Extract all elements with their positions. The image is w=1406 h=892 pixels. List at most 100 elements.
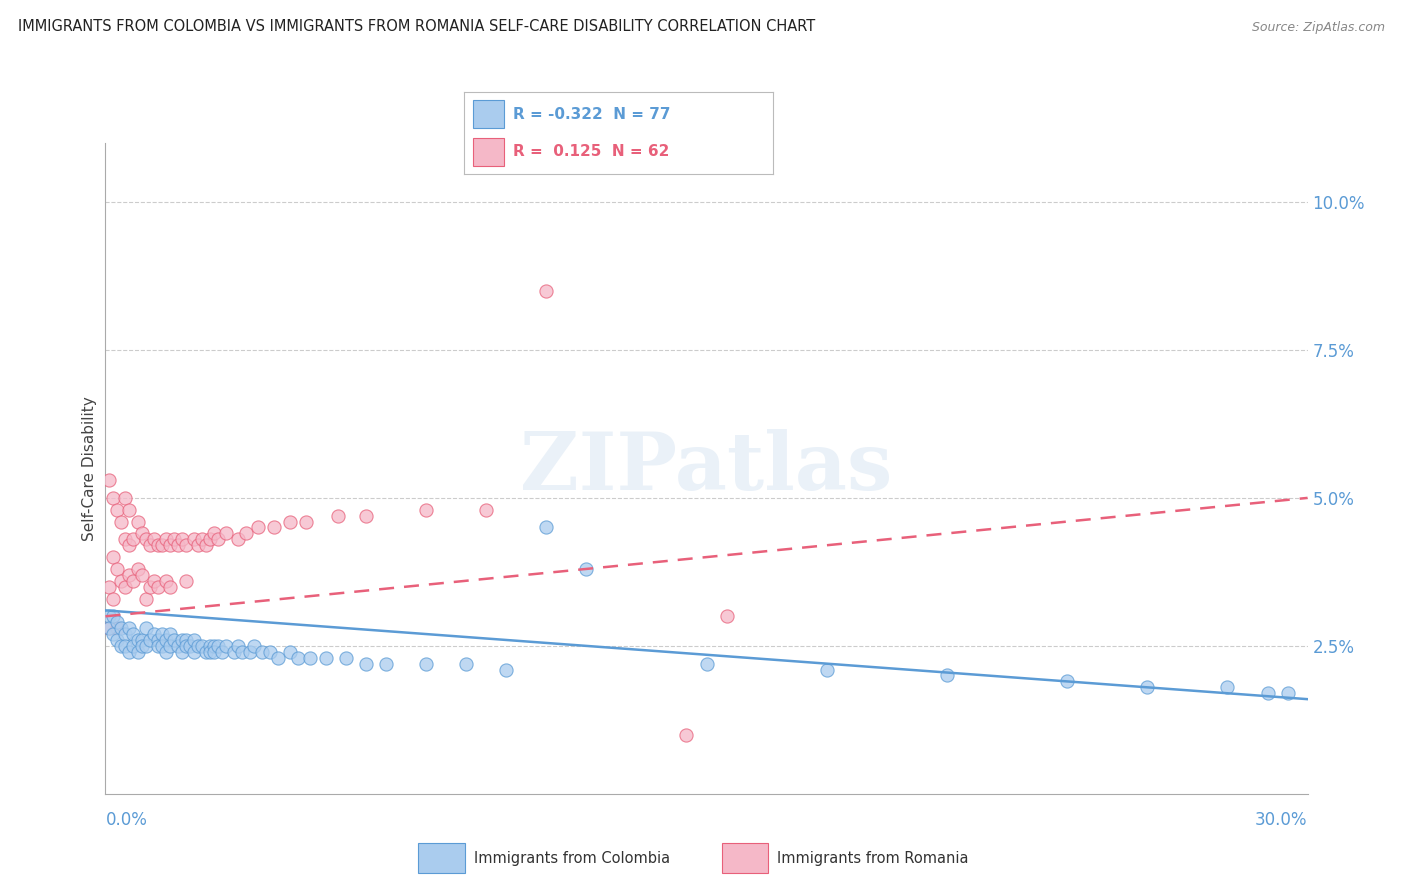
Point — [222, 645, 245, 659]
Point — [110, 515, 132, 529]
Text: 30.0%: 30.0% — [1256, 811, 1308, 829]
Point — [131, 632, 153, 647]
Point — [187, 639, 209, 653]
FancyBboxPatch shape — [419, 843, 465, 873]
Point — [202, 645, 225, 659]
Point — [142, 627, 165, 641]
Text: R =  0.125  N = 62: R = 0.125 N = 62 — [513, 145, 669, 160]
Point — [183, 533, 205, 547]
Point — [122, 574, 145, 588]
Point — [174, 574, 197, 588]
Point — [122, 639, 145, 653]
Text: IMMIGRANTS FROM COLOMBIA VS IMMIGRANTS FROM ROMANIA SELF-CARE DISABILITY CORRELA: IMMIGRANTS FROM COLOMBIA VS IMMIGRANTS F… — [18, 20, 815, 34]
Point — [114, 639, 136, 653]
Point — [170, 645, 193, 659]
Point — [107, 615, 129, 630]
Point — [534, 520, 557, 534]
Point — [202, 526, 225, 541]
Point — [138, 632, 160, 647]
Point — [259, 645, 281, 659]
Point — [716, 609, 738, 624]
Point — [138, 580, 160, 594]
Point — [118, 645, 141, 659]
Point — [936, 668, 959, 682]
Point — [1257, 686, 1279, 700]
Point — [107, 562, 129, 576]
Point — [114, 627, 136, 641]
Text: Immigrants from Colombia: Immigrants from Colombia — [474, 851, 671, 865]
Point — [298, 650, 321, 665]
Point — [190, 639, 212, 653]
Text: Immigrants from Romania: Immigrants from Romania — [778, 851, 969, 865]
FancyBboxPatch shape — [721, 843, 768, 873]
Point — [155, 632, 177, 647]
Point — [415, 502, 437, 516]
Point — [326, 508, 349, 523]
Point — [146, 632, 169, 647]
Point — [207, 639, 229, 653]
Point — [207, 533, 229, 547]
Point — [267, 650, 290, 665]
Point — [131, 639, 153, 653]
Point — [155, 645, 177, 659]
Point — [179, 639, 201, 653]
Point — [150, 627, 173, 641]
Point — [202, 639, 225, 653]
Point — [1277, 686, 1299, 700]
Point — [135, 533, 157, 547]
Point — [110, 639, 132, 653]
Point — [142, 574, 165, 588]
Point — [815, 663, 838, 677]
Point — [335, 650, 357, 665]
Point — [135, 591, 157, 606]
Point — [122, 533, 145, 547]
Point — [98, 621, 121, 635]
Point — [278, 515, 301, 529]
Point — [263, 520, 285, 534]
Y-axis label: Self-Care Disability: Self-Care Disability — [82, 396, 97, 541]
Point — [211, 645, 233, 659]
Point — [198, 533, 221, 547]
Text: Source: ZipAtlas.com: Source: ZipAtlas.com — [1251, 21, 1385, 34]
Point — [103, 627, 125, 641]
Point — [127, 632, 149, 647]
Point — [98, 473, 121, 487]
Text: R = -0.322  N = 77: R = -0.322 N = 77 — [513, 106, 671, 121]
Point — [131, 567, 153, 582]
Point — [103, 591, 125, 606]
Point — [170, 632, 193, 647]
Point — [166, 639, 188, 653]
Point — [162, 632, 184, 647]
Point — [1056, 674, 1078, 689]
Point — [239, 645, 262, 659]
Point — [103, 609, 125, 624]
Point — [127, 645, 149, 659]
Point — [246, 520, 269, 534]
Point — [315, 650, 337, 665]
Point — [278, 645, 301, 659]
Point — [250, 645, 273, 659]
Point — [183, 632, 205, 647]
Point — [170, 533, 193, 547]
Point — [110, 574, 132, 588]
Point — [187, 538, 209, 552]
Point — [98, 580, 121, 594]
Point — [155, 574, 177, 588]
Point — [114, 533, 136, 547]
Point — [103, 491, 125, 505]
Text: ZIPatlas: ZIPatlas — [520, 429, 893, 508]
Point — [194, 538, 217, 552]
Point — [231, 645, 253, 659]
Point — [98, 621, 121, 635]
Point — [114, 491, 136, 505]
Text: 0.0%: 0.0% — [105, 811, 148, 829]
Point — [118, 502, 141, 516]
Point — [118, 538, 141, 552]
Point — [534, 284, 557, 298]
Point — [354, 657, 377, 671]
Point — [675, 728, 697, 742]
Point — [127, 515, 149, 529]
Point — [194, 645, 217, 659]
Point — [159, 580, 181, 594]
Point — [198, 639, 221, 653]
